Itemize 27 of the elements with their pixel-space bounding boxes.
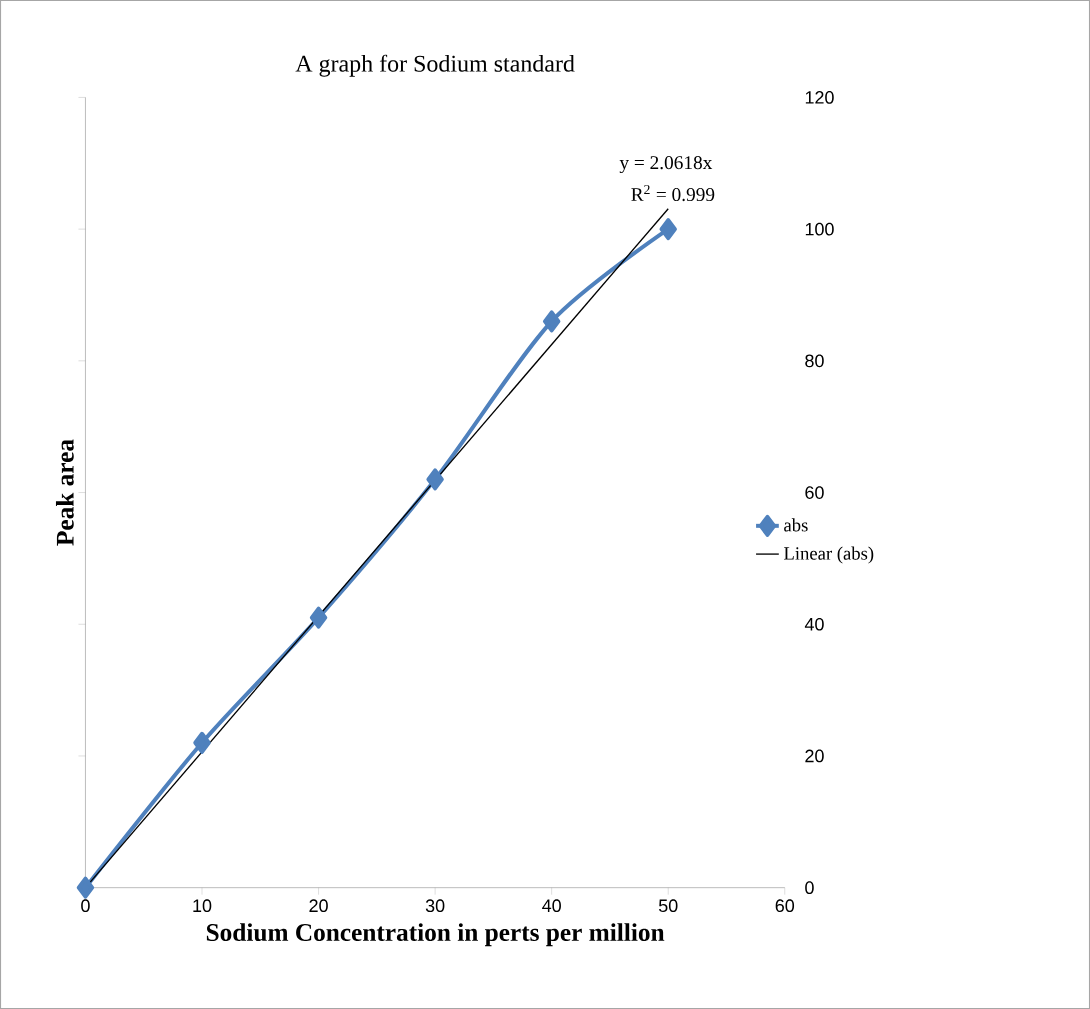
- y-tick-label: 100: [805, 222, 834, 236]
- point: [426, 468, 444, 491]
- y-tick-label: 80: [805, 354, 824, 368]
- x-tick-label: 30: [425, 899, 445, 913]
- x-tick-label: 60: [775, 899, 795, 913]
- y-tick-label: 20: [805, 749, 824, 763]
- x-axis-title: Sodium Concentration in perts per million: [206, 923, 665, 947]
- point: [542, 310, 561, 333]
- point: [659, 218, 677, 241]
- legend-label: abs: [784, 518, 808, 532]
- point: [193, 731, 211, 754]
- y-tick-label: 40: [804, 617, 824, 631]
- chart-title: A graph for Sodium standard: [295, 54, 575, 77]
- annotation: R$^{2}$ = 0.999: [631, 184, 715, 202]
- y-tick-label: 60: [805, 486, 824, 499]
- x-tick-label: 10: [193, 899, 212, 913]
- y-tick-label: 120: [805, 91, 834, 104]
- x-tick-label: 50: [658, 899, 678, 913]
- point: [76, 876, 95, 899]
- x-tick-label: 0: [81, 899, 90, 913]
- legend-label: Linear (abs): [784, 546, 874, 564]
- annotation: y = 2.0618x: [619, 156, 713, 174]
- x-tick-label: 20: [309, 899, 328, 913]
- y-tick-label: 0: [805, 881, 814, 894]
- point: [309, 606, 328, 629]
- y-axis-title: Peak area: [55, 439, 74, 546]
- x-tick-label: 40: [542, 899, 561, 913]
